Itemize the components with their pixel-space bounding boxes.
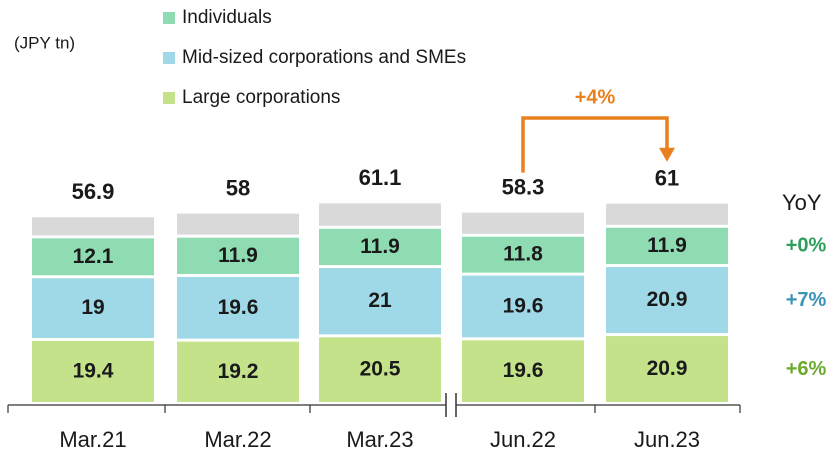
bar-segment	[32, 238, 154, 276]
segment-label: 19.4	[73, 360, 114, 383]
segment-label: 19.6	[218, 296, 259, 319]
legend-label: Individuals	[182, 7, 272, 28]
legend-swatch	[163, 92, 175, 104]
segment-label: 20.9	[647, 357, 688, 380]
x-tick-label: Mar.22	[204, 427, 271, 452]
x-tick-label: Mar.21	[59, 427, 126, 452]
segment-label: 19.2	[218, 360, 259, 383]
bar-segment	[462, 236, 584, 273]
growth-arrow	[521, 116, 669, 173]
bar-segment	[319, 337, 441, 402]
legend-swatch	[163, 52, 175, 64]
bar-other	[606, 203, 728, 225]
bar-segment	[606, 336, 728, 402]
bar-other	[462, 212, 584, 234]
yoy-title: YoY	[782, 190, 822, 215]
bar-segment	[462, 275, 584, 338]
segment-label: 20.9	[647, 288, 688, 311]
yoy-label: +6%	[786, 358, 827, 380]
segment-label: 11.8	[503, 243, 543, 266]
axis-break-gap	[446, 393, 456, 417]
total-label: 58	[226, 175, 250, 200]
x-tick-label: Jun.23	[634, 427, 700, 452]
bar-other	[319, 203, 441, 226]
bar-segment	[177, 276, 299, 339]
yoy-label: +7%	[786, 289, 827, 311]
yoy-label: +0%	[786, 235, 827, 257]
total-label: 58.3	[502, 174, 545, 199]
legend-label: Large corporations	[182, 87, 340, 108]
legend-swatch	[163, 12, 175, 24]
bar-segment	[462, 340, 584, 402]
total-label: 61.1	[359, 165, 402, 190]
legend-label: Mid-sized corporations and SMEs	[182, 47, 466, 68]
bar-other	[177, 213, 299, 235]
segment-label: 19.6	[503, 295, 544, 318]
x-tick-label: Mar.23	[346, 427, 413, 452]
bar-segment	[319, 268, 441, 335]
segment-label: 11.9	[360, 235, 400, 258]
x-tick-label: Jun.22	[490, 427, 556, 452]
segment-label: 19.6	[503, 359, 544, 382]
bar-segment	[606, 227, 728, 265]
segment-label: 19	[81, 296, 104, 319]
bar-other	[32, 217, 154, 236]
segment-label: 11.9	[647, 234, 687, 257]
arrow-head	[659, 147, 675, 162]
segment-label: 11.9	[218, 244, 258, 267]
segment-label: 21	[368, 289, 392, 312]
segment-label: 20.5	[360, 358, 401, 381]
bar-segment	[32, 278, 154, 338]
bar-segment	[606, 267, 728, 334]
bar-segment	[177, 341, 299, 402]
segment-label: 12.1	[73, 245, 114, 268]
total-label: 61	[655, 166, 679, 191]
bar-segment	[177, 237, 299, 274]
unit-label: (JPY tn)	[14, 33, 75, 52]
growth-label: +4%	[575, 86, 616, 108]
total-label: 56.9	[72, 179, 115, 204]
bar-segment	[32, 340, 154, 402]
bar-segment	[319, 228, 441, 266]
